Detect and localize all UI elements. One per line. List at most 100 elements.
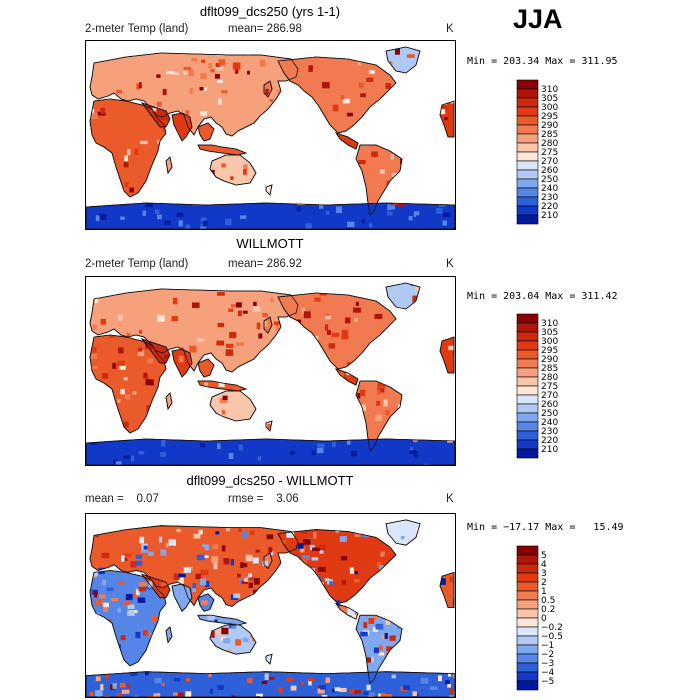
map-cell — [386, 211, 393, 216]
map-cell — [261, 680, 268, 684]
map-cell — [182, 376, 188, 382]
colorbar-label: 2 — [541, 578, 547, 588]
map-cell — [138, 301, 146, 307]
map-cell — [256, 322, 261, 330]
map-cell — [406, 54, 415, 58]
map-cell — [303, 423, 310, 429]
map-cell — [296, 210, 305, 217]
colorbar-swatch — [516, 448, 539, 459]
map-cell — [123, 553, 132, 557]
map-cell — [429, 408, 436, 414]
map-cell — [262, 313, 268, 318]
map-cell — [123, 162, 129, 168]
map-cell — [343, 621, 348, 627]
map-cell — [289, 557, 298, 565]
map-cell — [283, 612, 288, 616]
map-cell — [195, 609, 201, 613]
map-cell — [168, 408, 175, 415]
map-cell — [276, 387, 285, 392]
map-cell — [195, 573, 202, 580]
map-cell — [252, 306, 261, 312]
map-cell — [209, 590, 214, 595]
map-cell — [135, 631, 141, 639]
map-cell — [342, 602, 350, 606]
map-cell — [334, 400, 341, 408]
panel-3-title: dflt099_dcs250 - WILLMOTT — [186, 473, 354, 488]
panel-3-map — [85, 513, 456, 698]
map-cell — [120, 635, 126, 641]
map-cell — [109, 333, 116, 339]
map-cell — [119, 364, 126, 370]
map-cell — [360, 372, 366, 378]
map-cell — [302, 539, 311, 545]
colorbar-label: 210 — [541, 211, 558, 221]
map-cell — [337, 636, 341, 641]
map-cell — [155, 663, 160, 670]
map-cell — [434, 163, 439, 170]
map-cell — [195, 185, 201, 191]
map-cell — [389, 599, 397, 604]
map-cell — [303, 311, 311, 319]
colorbar-swatch — [516, 187, 539, 198]
map-cell — [270, 627, 276, 633]
map-cell — [278, 690, 287, 696]
map-cell — [124, 182, 129, 187]
map-cell — [282, 664, 287, 672]
map-cell — [244, 607, 252, 614]
map-cell — [345, 317, 351, 324]
map-cell — [231, 304, 238, 308]
map-cell — [259, 59, 266, 67]
map-cell — [301, 136, 306, 143]
map-cell — [245, 130, 250, 136]
map-cell — [432, 613, 437, 617]
map-cell — [354, 318, 358, 322]
map-cell — [349, 567, 354, 574]
map-cell — [417, 227, 425, 229]
map-cell — [412, 163, 418, 170]
coastline-asia — [89, 525, 299, 607]
map-cell — [454, 149, 455, 153]
map-cell — [327, 187, 335, 193]
map-cell — [232, 62, 241, 70]
map-cell — [380, 692, 386, 697]
map-cell — [221, 410, 226, 415]
map-cell — [126, 47, 130, 51]
colorbar-swatch — [516, 671, 539, 682]
map-cell — [217, 322, 225, 328]
map-cell — [448, 345, 455, 351]
coastline-asia — [89, 288, 299, 373]
colorbar-label: 0.2 — [541, 605, 555, 615]
map-cell — [211, 631, 215, 638]
colorbar-label: 220 — [541, 436, 558, 446]
map-cell — [105, 672, 109, 679]
map-cell — [402, 553, 408, 558]
map-cell — [185, 691, 192, 697]
coastline-arabia — [140, 102, 171, 128]
map-cell — [439, 84, 447, 90]
map-cell — [409, 447, 414, 451]
coastline-nz — [265, 653, 273, 665]
map-cell — [192, 588, 196, 593]
map-cell — [289, 451, 295, 455]
map-cell — [124, 394, 131, 400]
map-cell — [253, 577, 260, 585]
map-cell — [189, 88, 193, 94]
map-cell — [241, 653, 248, 658]
map-cell — [286, 677, 294, 682]
map-cell — [277, 378, 283, 384]
map-cell — [334, 687, 341, 692]
map-cell — [390, 112, 396, 116]
colorbar-swatch — [516, 545, 539, 556]
map-cell — [249, 577, 254, 581]
map-cell — [388, 531, 397, 538]
map-cell — [220, 398, 227, 404]
map-cell — [132, 391, 137, 395]
map-cell — [338, 629, 345, 633]
map-cell — [217, 685, 224, 690]
map-cell — [357, 393, 361, 399]
map-cell — [184, 421, 192, 425]
map-cell — [417, 649, 424, 654]
map-cell — [392, 340, 399, 347]
map-cell — [177, 692, 184, 697]
map-cell — [448, 626, 453, 631]
